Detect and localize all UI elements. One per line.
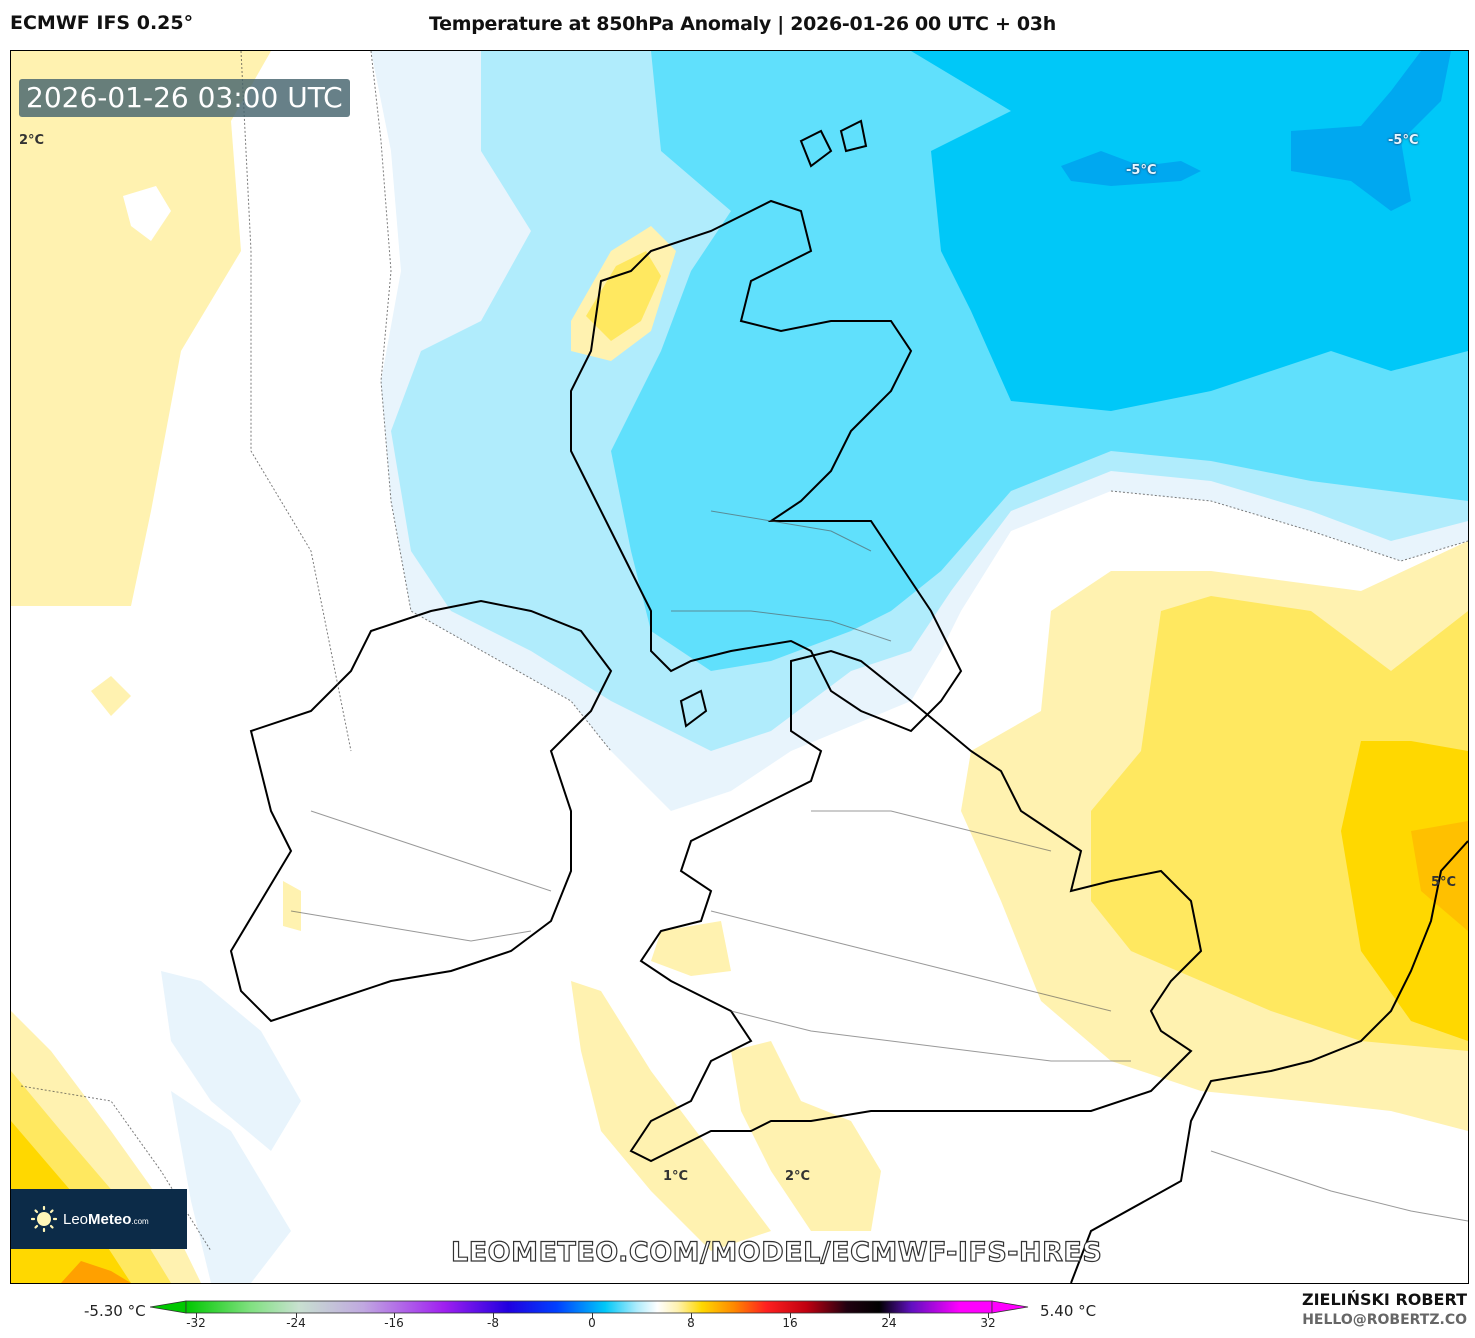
colorbar-tick <box>988 1313 989 1318</box>
chart-title: Temperature at 850hPa Anomaly | 2026-01-… <box>429 13 1056 35</box>
colorbar: -5.30 °C <box>0 1290 1475 1338</box>
colorbar-tick-label: -32 <box>186 1316 206 1330</box>
contour-label: 2°C <box>19 133 45 148</box>
author-email: HELLO@ROBERTZ.CO <box>1302 1312 1467 1328</box>
colorbar-tick <box>296 1313 297 1318</box>
colorbar-tick <box>790 1313 791 1318</box>
colorbar-max-label: 5.40 °C <box>1040 1302 1097 1320</box>
map-panel[interactable]: 2026-01-26 03:00 UTC 2°C -5°C -5°C 1°C 2… <box>10 50 1469 1284</box>
contour-label: -5°C <box>1126 163 1157 178</box>
colorbar-tick-label: 16 <box>782 1316 798 1330</box>
colorbar-tick <box>394 1313 395 1318</box>
temperature-anomaly-field <box>11 51 1468 1283</box>
model-title: ECMWF IFS 0.25° <box>10 12 194 34</box>
colorbar-tick-label: -24 <box>286 1316 306 1330</box>
colorbar-tick-label: 0 <box>588 1316 596 1330</box>
contour-label: 2°C <box>785 1169 811 1184</box>
colorbar-tick <box>493 1313 494 1318</box>
logo-text: LeoMeteo.com <box>63 1210 149 1228</box>
source-watermark: LEOMETEO.COM/MODEL/ECMWF-IFS-HRES <box>450 1236 1103 1268</box>
sun-icon <box>31 1206 57 1232</box>
contour-label: 1°C <box>663 1169 689 1184</box>
colorbar-tick <box>592 1313 593 1318</box>
colorbar-tick <box>196 1313 197 1318</box>
valid-time-badge: 2026-01-26 03:00 UTC <box>19 79 350 117</box>
colorbar-min-label: -5.30 °C <box>84 1302 146 1320</box>
contour-label: -5°C <box>1388 133 1419 148</box>
colorbar-tick-label: -8 <box>487 1316 499 1330</box>
colorbar-tick-label: 32 <box>980 1316 996 1330</box>
leometeo-logo[interactable]: LeoMeteo.com <box>11 1189 187 1249</box>
colorbar-tick-label: 24 <box>881 1316 897 1330</box>
contour-label: 5°C <box>1431 875 1457 890</box>
colorbar-gradient <box>150 1300 1029 1314</box>
colorbar-tick <box>691 1313 692 1318</box>
colorbar-tick-label: 8 <box>687 1316 695 1330</box>
colorbar-tick <box>889 1313 890 1318</box>
colorbar-tick-label: -16 <box>384 1316 404 1330</box>
author-credit: ZIELIŃSKI ROBERT <box>1301 1290 1467 1309</box>
